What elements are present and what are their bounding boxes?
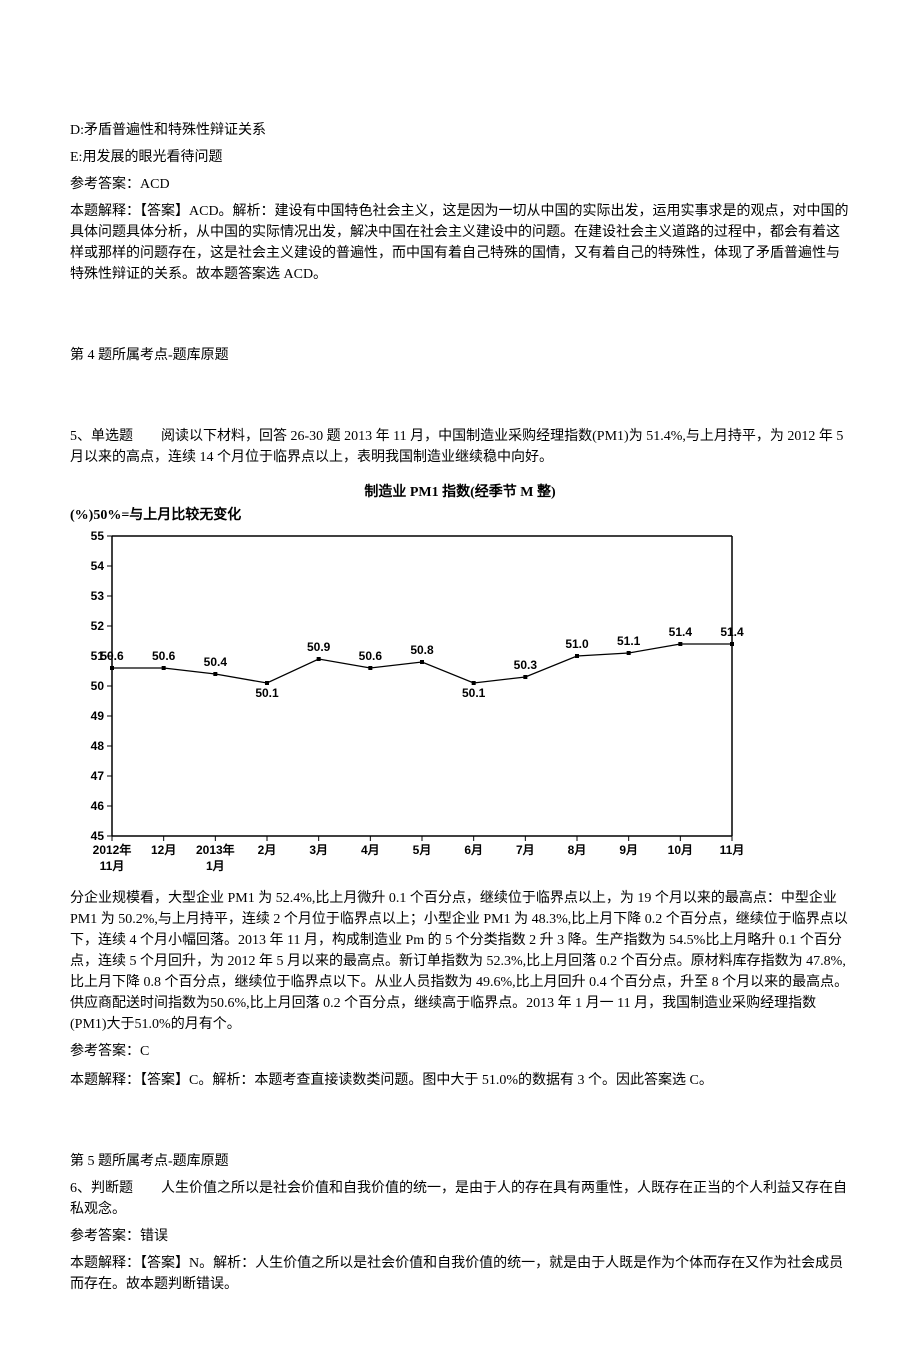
svg-text:8月: 8月 (568, 843, 587, 857)
q4-explanation: 本题解释：【答案】ACD。解析：建设有中国特色社会主义，这是因为一切从中国的实际… (70, 201, 850, 285)
svg-text:53: 53 (91, 589, 105, 603)
svg-text:50.4: 50.4 (204, 655, 228, 669)
svg-text:11月: 11月 (100, 859, 125, 873)
svg-text:11月: 11月 (720, 843, 745, 857)
svg-text:50: 50 (91, 679, 105, 693)
q5-stem: 5、单选题 阅读以下材料，回答 26-30 题 2013 年 11 月，中国制造… (70, 426, 850, 468)
svg-text:47: 47 (91, 769, 105, 783)
svg-text:50.6: 50.6 (152, 649, 176, 663)
svg-text:49: 49 (91, 709, 105, 723)
q4-option-d: D:矛盾普遍性和特殊性辩证关系 (70, 120, 850, 141)
svg-text:2012年: 2012年 (93, 842, 132, 857)
q4-ref-answer: 参考答案：ACD (70, 174, 850, 195)
q6-ref-answer: 参考答案：错误 (70, 1226, 850, 1247)
svg-text:9月: 9月 (619, 843, 638, 857)
svg-text:10月: 10月 (668, 843, 693, 857)
q6-stem: 6、判断题 人生价值之所以是社会价值和自我价值的统一，是由于人的存在具有两重性，… (70, 1178, 850, 1220)
svg-text:2月: 2月 (258, 843, 277, 857)
svg-text:51.1: 51.1 (617, 634, 641, 648)
svg-text:54: 54 (91, 559, 105, 573)
svg-text:50.6: 50.6 (359, 649, 383, 663)
svg-text:50.8: 50.8 (410, 643, 434, 657)
svg-text:51.4: 51.4 (669, 625, 693, 639)
q5-body: 分企业规模看，大型企业 PM1 为 52.4%,比上月微升 0.1 个百分点，继… (70, 888, 850, 1035)
q5-chart-title: 制造业 PM1 指数(经季节 M 整) (70, 482, 850, 503)
svg-text:55: 55 (91, 529, 105, 543)
svg-text:5月: 5月 (413, 843, 432, 857)
svg-text:12月: 12月 (151, 843, 176, 857)
svg-text:45: 45 (91, 829, 105, 843)
svg-text:1月: 1月 (206, 859, 225, 873)
svg-text:51.4: 51.4 (720, 625, 744, 639)
svg-text:2013年: 2013年 (196, 842, 235, 857)
svg-text:50.9: 50.9 (307, 640, 331, 654)
q4-option-e: E:用发展的眼光看待问题 (70, 147, 850, 168)
svg-text:48: 48 (91, 739, 105, 753)
svg-text:50.1: 50.1 (255, 686, 279, 700)
svg-text:51.0: 51.0 (565, 637, 589, 651)
q5-ref-answer: 参考答案：C (70, 1041, 850, 1062)
svg-text:3月: 3月 (309, 843, 328, 857)
svg-text:52: 52 (91, 619, 105, 633)
q6-explanation: 本题解释：【答案】N。解析：人生价值之所以是社会价值和自我价值的统一，就是由于人… (70, 1253, 850, 1295)
svg-text:50.1: 50.1 (462, 686, 486, 700)
svg-text:6月: 6月 (464, 843, 483, 857)
svg-text:50.6: 50.6 (100, 649, 124, 663)
q5-explanation: 本题解释：【答案】C。解析：本题考查直接读数类问题。图中大于 51.0%的数据有… (70, 1070, 850, 1091)
q5-chart: 454647484950515253545550.650.650.450.150… (70, 526, 850, 884)
q4-tag: 第 4 题所属考点-题库原题 (70, 345, 850, 366)
svg-text:7月: 7月 (516, 843, 535, 857)
svg-text:50.3: 50.3 (514, 658, 538, 672)
q5-tag: 第 5 题所属考点-题库原题 (70, 1151, 850, 1172)
svg-text:46: 46 (91, 799, 105, 813)
q5-chart-subtitle: (%)50%=与上月比较无变化 (70, 505, 850, 526)
svg-text:4月: 4月 (361, 843, 380, 857)
